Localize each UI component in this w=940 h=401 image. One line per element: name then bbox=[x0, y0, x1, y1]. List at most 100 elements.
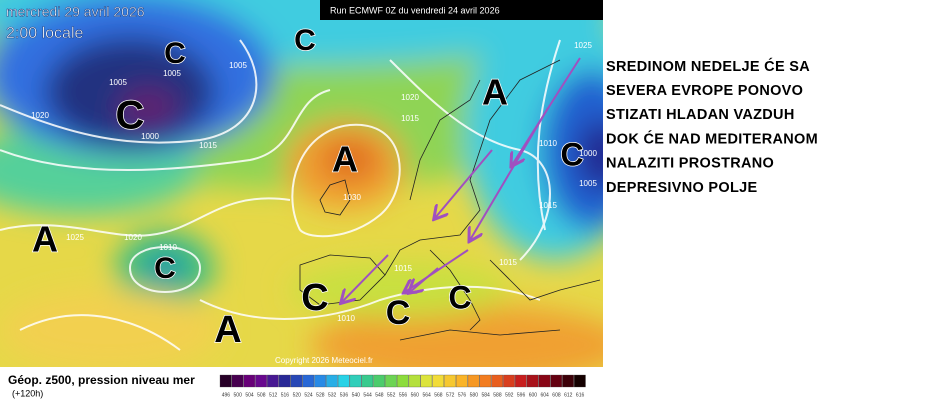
scale-swatch bbox=[302, 374, 315, 388]
isobar-label: 1030 bbox=[343, 193, 361, 202]
isobar-label: 1020 bbox=[31, 111, 49, 120]
scale-label: 564 bbox=[422, 392, 431, 398]
scale-label: 520 bbox=[293, 392, 302, 398]
scale-label: 612 bbox=[564, 392, 573, 398]
scale-label: 528 bbox=[316, 392, 325, 398]
coastlines bbox=[299, 59, 601, 341]
scale-swatch bbox=[503, 374, 515, 388]
isobar-label: 1020 bbox=[401, 93, 419, 102]
scale-label: 580 bbox=[470, 392, 479, 398]
annotation-line: SREDINOM NEDELJE ĆE SA bbox=[606, 57, 810, 75]
scale-label: 604 bbox=[541, 392, 550, 398]
scale-swatch bbox=[550, 374, 563, 388]
pressure-center: C bbox=[448, 279, 471, 315]
isobar-label: 1025 bbox=[66, 233, 84, 242]
scale-label: 536 bbox=[340, 392, 349, 398]
scale-swatch bbox=[562, 374, 574, 388]
annotation-line: NALAZITI PROSTRANO bbox=[606, 156, 774, 172]
isobars bbox=[0, 39, 561, 351]
isobar-label: 1015 bbox=[199, 141, 217, 150]
scale-label: 512 bbox=[269, 392, 278, 398]
scale-label: 516 bbox=[281, 392, 290, 398]
scale-label: 588 bbox=[493, 392, 502, 398]
scale-swatch bbox=[408, 374, 421, 388]
pressure-center: C bbox=[301, 277, 328, 319]
scale-swatch bbox=[255, 374, 267, 388]
scale-label: 568 bbox=[434, 392, 443, 398]
scale-swatch bbox=[515, 374, 527, 388]
legend-lead: (+120h) bbox=[12, 388, 43, 398]
scale-label: 556 bbox=[399, 392, 408, 398]
scale-label: 532 bbox=[328, 392, 337, 398]
scale-label: 596 bbox=[517, 392, 526, 398]
scale-swatch bbox=[526, 374, 539, 388]
run-banner bbox=[320, 0, 603, 20]
isobar-label: 1015 bbox=[539, 201, 557, 210]
scale-swatch bbox=[314, 374, 326, 388]
scale-swatch bbox=[467, 374, 480, 388]
pressure-center: A bbox=[332, 139, 358, 180]
scale-swatch bbox=[349, 374, 362, 388]
scale-label: 608 bbox=[552, 392, 561, 398]
flow-arrows bbox=[342, 57, 581, 302]
legend-title: Géop. z500, pression niveau mer bbox=[8, 373, 195, 387]
scale-label: 548 bbox=[375, 392, 384, 398]
annotation-line: DOK ĆE NAD MEDITERANOM bbox=[606, 129, 818, 147]
isobar-label: 1010 bbox=[539, 139, 557, 148]
scale-label: 524 bbox=[304, 392, 313, 398]
scale-label: 500 bbox=[234, 392, 243, 398]
forecast-time: 2:00 locale bbox=[6, 25, 83, 42]
isobar-label: 1005 bbox=[109, 78, 127, 87]
forecast-date: mercredi 29 avril 2026 bbox=[6, 4, 145, 20]
pressure-center: C bbox=[386, 294, 411, 332]
scale-label: 560 bbox=[411, 392, 420, 398]
scale-swatch bbox=[455, 374, 468, 388]
scale-swatch bbox=[337, 374, 350, 388]
copyright: Copyright 2026 Meteociel.fr bbox=[275, 356, 373, 365]
scale-swatch bbox=[420, 374, 433, 388]
scale-swatch bbox=[267, 374, 279, 388]
isobar-label: 1015 bbox=[499, 258, 517, 267]
isobar-label: 1000 bbox=[141, 132, 159, 141]
scale-swatch bbox=[231, 374, 244, 388]
scale-swatch bbox=[491, 374, 504, 388]
scale-label: 504 bbox=[245, 392, 254, 398]
pressure-center: C bbox=[294, 24, 316, 57]
scale-swatch bbox=[432, 374, 444, 388]
scale-label: 572 bbox=[446, 392, 455, 398]
run-label: Run ECMWF 0Z du vendredi 24 avril 2026 bbox=[330, 5, 500, 15]
pressure-center: C bbox=[116, 94, 145, 138]
scale-swatch bbox=[385, 374, 397, 388]
scale-swatch bbox=[479, 374, 492, 388]
isobar-label: 1020 bbox=[124, 233, 142, 242]
scale-label: 552 bbox=[387, 392, 396, 398]
pressure-center: A bbox=[214, 309, 241, 351]
scale-label: 592 bbox=[505, 392, 514, 398]
annotation-line: SEVERA EVROPE PONOVO bbox=[606, 83, 803, 99]
isobar-label: 1005 bbox=[229, 61, 247, 70]
scale-swatch bbox=[396, 374, 409, 388]
isobar-label: 1010 bbox=[159, 243, 177, 252]
scale-swatch bbox=[538, 374, 551, 388]
isobar-label: 1015 bbox=[394, 264, 412, 273]
scale-swatch bbox=[278, 374, 291, 388]
isobar-label: 1010 bbox=[337, 314, 355, 323]
isobar-label: 1015 bbox=[401, 114, 419, 123]
scale-swatch bbox=[326, 374, 338, 388]
isobar-label: 1025 bbox=[574, 41, 592, 50]
pressure-center: C bbox=[560, 136, 583, 172]
scale-label: 584 bbox=[481, 392, 490, 398]
scale-label: 616 bbox=[576, 392, 585, 398]
pressure-center: A bbox=[482, 72, 508, 113]
pressure-center: A bbox=[32, 219, 58, 260]
scale-label: 508 bbox=[257, 392, 266, 398]
scale-swatch bbox=[373, 374, 385, 388]
isobar-label: 1005 bbox=[163, 69, 181, 78]
scale-swatch bbox=[361, 374, 374, 388]
scale-swatch bbox=[574, 374, 586, 388]
scale-label: 496 bbox=[222, 392, 231, 398]
isobar-label: 1005 bbox=[579, 179, 597, 188]
